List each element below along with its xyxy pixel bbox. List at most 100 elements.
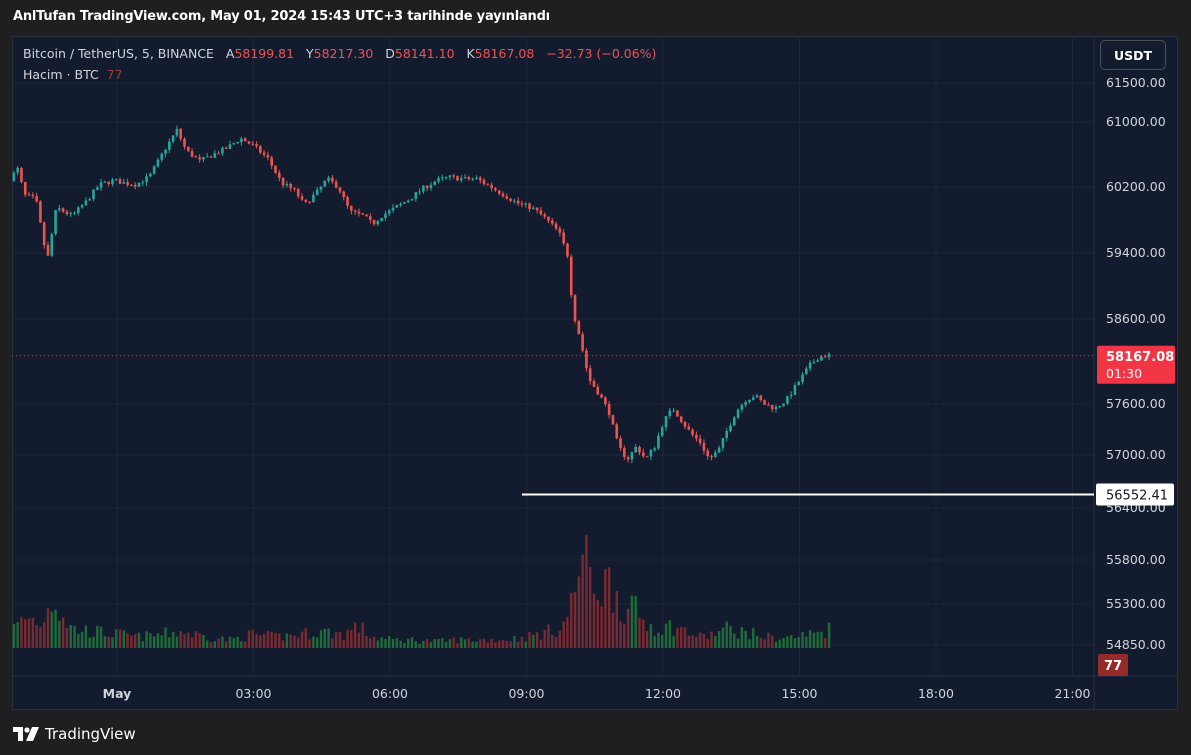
high-value: 58217.30 [313, 46, 374, 61]
volume-bar [198, 633, 201, 648]
candle [422, 185, 425, 194]
volume-legend-value: 77 [106, 67, 123, 82]
volume-bar [600, 606, 603, 648]
volume-bar [92, 636, 95, 648]
volume-bar [638, 617, 641, 648]
volume-bar [365, 635, 368, 648]
volume-bar [12, 623, 16, 648]
volume-bar [410, 637, 414, 648]
candle [293, 187, 296, 192]
volume-bar [471, 641, 474, 648]
candle-body [368, 216, 372, 220]
candle [725, 427, 728, 442]
candle [717, 445, 721, 453]
candle-body [27, 194, 31, 196]
symbol-title[interactable]: Bitcoin / TetherUS, 5, BINANCE [23, 46, 214, 61]
candle-body [39, 201, 42, 223]
candle-body [107, 181, 110, 184]
candle-body [251, 143, 255, 145]
candle [676, 410, 679, 417]
candle-body [463, 177, 467, 179]
tradingview-logo[interactable]: TradingView [13, 724, 136, 744]
volume-bar [122, 630, 126, 648]
candle [372, 219, 376, 226]
volume-bar [228, 636, 232, 648]
volume-bar [50, 611, 53, 648]
volume-bar [604, 569, 607, 648]
candle [721, 437, 725, 452]
candle-body [691, 429, 694, 435]
candlestick-chart[interactable]: 61500.00 61000.00 60200.00 59400.00 58600.00… [12, 36, 1178, 710]
volume-bar [706, 638, 709, 648]
candle-body [384, 213, 387, 219]
volume-bars [12, 535, 831, 648]
candle [126, 178, 129, 187]
volume-bar [596, 600, 599, 648]
candle [350, 205, 353, 215]
volume-bar [103, 636, 107, 648]
candle-body [607, 404, 611, 415]
volume-bar [31, 617, 35, 648]
candle [69, 211, 73, 218]
candle-body [391, 207, 395, 211]
currency-button[interactable]: USDT [1100, 40, 1166, 70]
candle-body [422, 185, 425, 192]
volume-bar [281, 640, 285, 648]
candle-body [285, 184, 289, 186]
volume-bar [43, 621, 46, 648]
volume-bar [581, 554, 584, 648]
volume-bar [479, 639, 482, 648]
candle-body [478, 177, 482, 181]
candle [679, 415, 683, 424]
candle-body [156, 159, 160, 167]
volume-bar [573, 591, 577, 648]
volume-bar [425, 639, 429, 648]
volume-bar [626, 608, 630, 648]
volume-bar [460, 637, 463, 648]
candle [634, 444, 637, 453]
publication-caption: AnlTufan TradingView.com, May 01, 2024 1… [13, 9, 550, 24]
volume-bar [516, 641, 520, 648]
candle [463, 174, 467, 179]
candle [672, 407, 675, 413]
candle-body [638, 446, 641, 453]
volume-bar [262, 634, 266, 648]
candle [224, 146, 228, 150]
candle [823, 354, 827, 358]
candle-body [198, 157, 201, 160]
candle [137, 182, 141, 188]
candle [171, 135, 175, 144]
candle-body [58, 208, 61, 211]
volume-bar [115, 629, 118, 648]
candle-body [452, 175, 455, 177]
candle [535, 207, 539, 214]
volume-bar [725, 621, 728, 648]
volume-bar [619, 621, 622, 648]
candle-body [619, 438, 622, 448]
volume-bar [80, 631, 84, 648]
volume-bar [407, 638, 410, 648]
candle-body [801, 374, 804, 382]
volume-bar [27, 618, 31, 648]
candle [683, 420, 687, 430]
volume-bar [289, 634, 292, 648]
candle [573, 293, 577, 324]
volume-bar [513, 636, 516, 648]
candle-body [73, 212, 76, 214]
candle [198, 153, 201, 163]
candle [270, 155, 273, 170]
candle-body [596, 386, 600, 395]
volume-bar [58, 620, 61, 648]
candle-body [262, 152, 266, 155]
candle-body [414, 192, 418, 199]
candle-body [626, 457, 630, 460]
candle [73, 210, 76, 215]
volume-bar [486, 642, 490, 648]
candle [607, 400, 611, 419]
change-value: −32.73 (−0.06%) [546, 46, 657, 61]
candle-body [744, 402, 747, 405]
candle-body [236, 142, 239, 144]
volume-label[interactable]: Hacim · BTC [23, 67, 99, 82]
candle-body [634, 446, 637, 453]
volume-bar [680, 627, 683, 648]
